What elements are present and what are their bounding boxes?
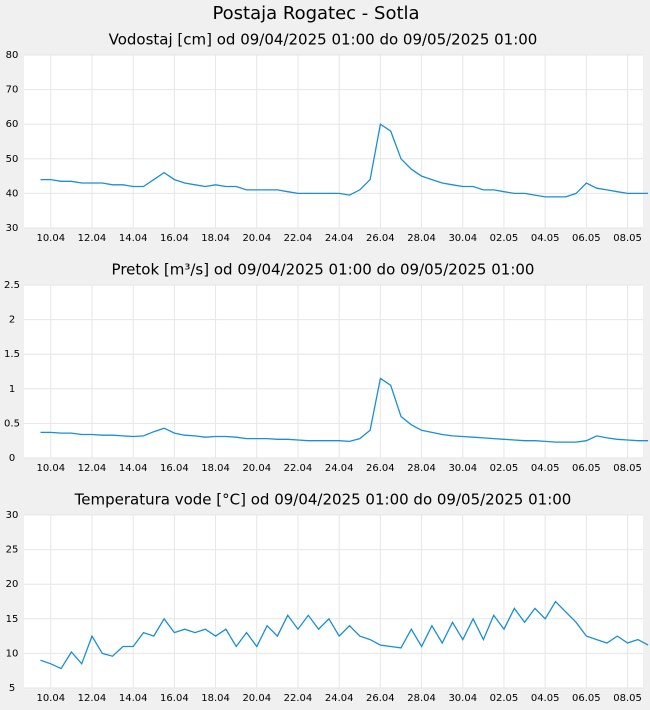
y-tick-label: 1: [9, 384, 15, 395]
x-tick-label: 02.05: [490, 233, 519, 244]
x-tick-label: 08.05: [613, 233, 642, 244]
x-tick-label: 22.04: [284, 233, 313, 244]
x-tick-label: 18.04: [201, 233, 230, 244]
plot-area: [24, 515, 643, 688]
x-tick-label: 06.05: [572, 693, 601, 704]
chart-title: Temperatura vode [°C] od 09/04/2025 01:0…: [74, 491, 572, 509]
x-tick-label: 02.05: [490, 463, 519, 474]
plot-area: [24, 55, 643, 228]
x-tick-label: 06.05: [572, 463, 601, 474]
x-tick-label: 10.04: [36, 693, 65, 704]
x-tick-label: 26.04: [366, 463, 395, 474]
x-tick-label: 24.04: [325, 233, 354, 244]
x-tick-label: 12.04: [78, 463, 107, 474]
line: [40, 600, 649, 670]
x-tick-label: 26.04: [366, 693, 395, 704]
x-tick-label: 22.04: [284, 693, 313, 704]
x-tick-label: 04.05: [531, 463, 560, 474]
x-tick-label: 08.05: [613, 693, 642, 704]
y-tick-label: 10: [6, 648, 19, 659]
y-tick-label: 1.5: [4, 349, 20, 360]
line: [40, 123, 649, 198]
x-tick-label: 22.04: [284, 463, 313, 474]
x-tick-label: 14.04: [119, 693, 148, 704]
x-tick-label: 06.05: [572, 233, 601, 244]
x-tick-label: 20.04: [242, 693, 271, 704]
y-tick-label: 15: [6, 614, 19, 625]
y-tick-label: 40: [6, 188, 19, 199]
chart-title: Vodostaj [cm] od 09/04/2025 01:00 do 09/…: [109, 31, 538, 49]
x-tick-label: 30.04: [448, 233, 477, 244]
x-tick-label: 18.04: [201, 463, 230, 474]
x-tick-label: 24.04: [325, 463, 354, 474]
plot-area: [24, 285, 643, 458]
x-tick-label: 02.05: [490, 693, 519, 704]
line: [40, 377, 649, 443]
y-tick-label: 60: [6, 119, 19, 130]
x-tick-label: 16.04: [160, 463, 189, 474]
x-tick-label: 12.04: [78, 693, 107, 704]
x-tick-label: 14.04: [119, 233, 148, 244]
x-tick-label: 10.04: [36, 233, 65, 244]
page-title: Postaja Rogatec - Sotla: [212, 3, 419, 24]
x-tick-label: 20.04: [242, 233, 271, 244]
y-tick-label: 20: [6, 579, 19, 590]
x-tick-label: 30.04: [448, 693, 477, 704]
x-tick-label: 14.04: [119, 463, 148, 474]
x-tick-label: 16.04: [160, 693, 189, 704]
x-tick-label: 28.04: [407, 693, 436, 704]
x-tick-label: 28.04: [407, 233, 436, 244]
x-tick-label: 04.05: [531, 233, 560, 244]
y-tick-label: 70: [6, 85, 19, 96]
x-tick-label: 04.05: [531, 693, 560, 704]
x-tick-label: 24.04: [325, 693, 354, 704]
y-tick-label: 80: [6, 50, 19, 61]
y-tick-label: 2.5: [4, 280, 20, 291]
y-tick-label: 2: [9, 315, 15, 326]
x-tick-label: 26.04: [366, 233, 395, 244]
y-tick-label: 5: [9, 683, 15, 694]
x-tick-label: 28.04: [407, 463, 436, 474]
x-tick-label: 10.04: [36, 463, 65, 474]
x-tick-label: 18.04: [201, 693, 230, 704]
x-tick-label: 30.04: [448, 463, 477, 474]
y-tick-label: 30: [6, 510, 19, 521]
y-tick-label: 0.5: [4, 418, 20, 429]
chart-title: Pretok [m³/s] od 09/04/2025 01:00 do 09/…: [112, 261, 535, 279]
y-tick-label: 30: [6, 223, 19, 234]
y-tick-label: 25: [6, 545, 19, 556]
y-tick-label: 0: [9, 453, 15, 464]
x-tick-label: 08.05: [613, 463, 642, 474]
y-tick-label: 50: [6, 154, 19, 165]
x-tick-label: 20.04: [242, 463, 271, 474]
x-tick-label: 12.04: [78, 233, 107, 244]
x-tick-label: 16.04: [160, 233, 189, 244]
